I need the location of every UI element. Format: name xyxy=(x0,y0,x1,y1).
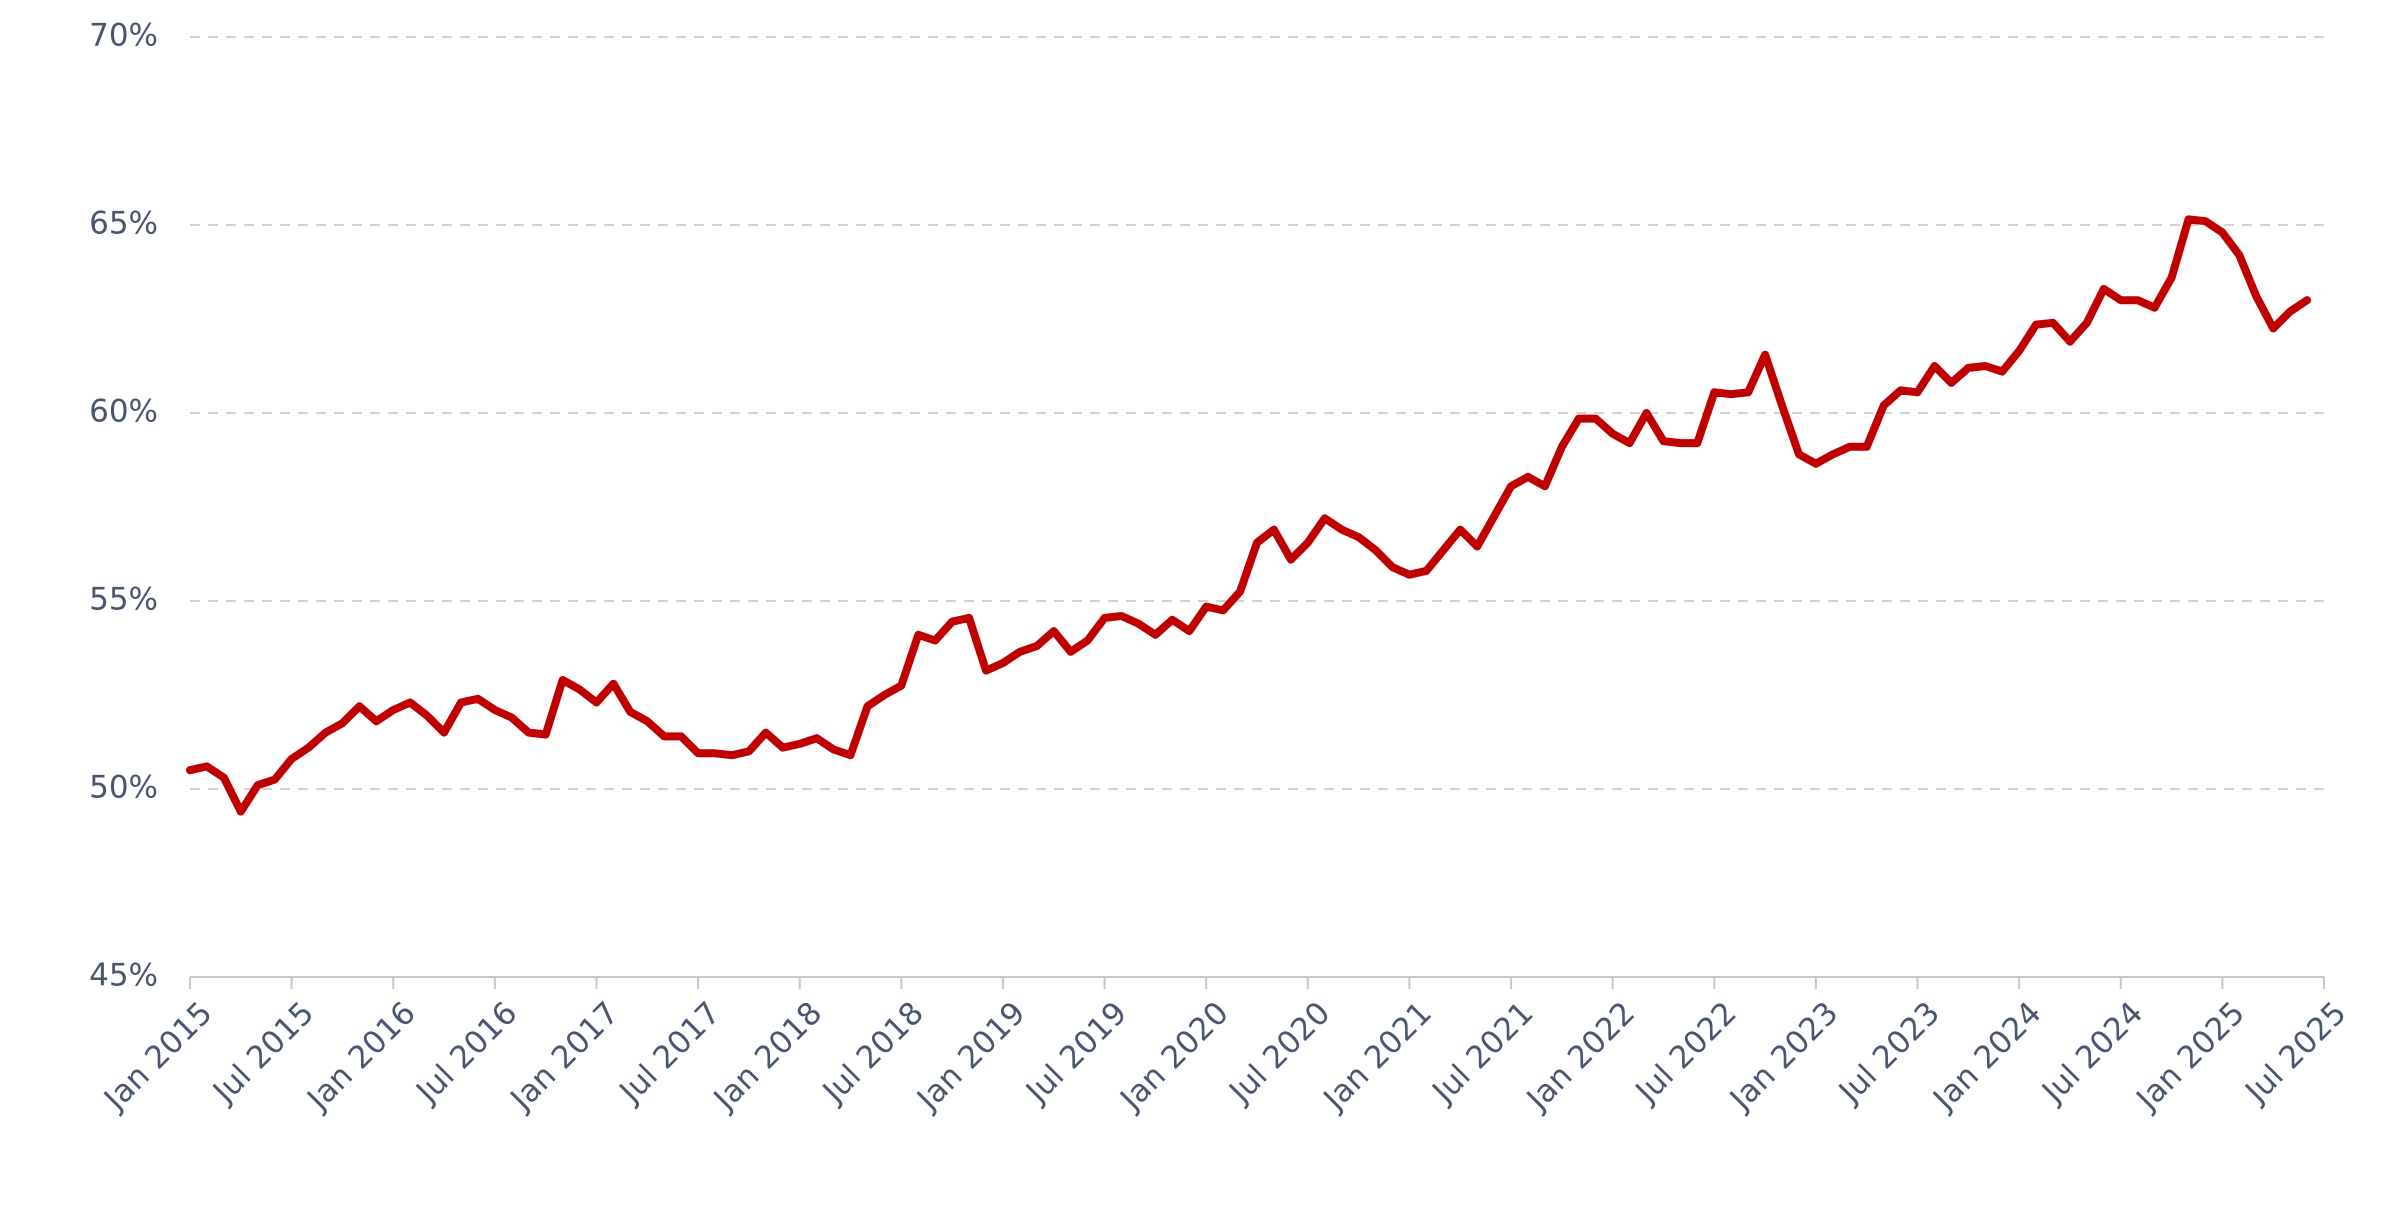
x-tick-label: Jan 2025 xyxy=(2128,995,2251,1118)
x-tick-label: Jan 2018 xyxy=(706,995,829,1118)
x-tick-label: Jan 2023 xyxy=(1722,995,1845,1118)
y-tick-label: 55% xyxy=(89,582,158,618)
y-tick-label: 65% xyxy=(89,206,158,242)
y-tick-label: 50% xyxy=(89,770,158,806)
x-tick-label: Jan 2022 xyxy=(1519,995,1642,1118)
x-tick-label: Jan 2020 xyxy=(1112,995,1235,1118)
x-tick-label: Jan 2024 xyxy=(1925,995,2048,1118)
y-tick-label: 60% xyxy=(89,394,158,430)
y-tick-label: 70% xyxy=(89,18,158,54)
x-tick-label: Jan 2016 xyxy=(299,995,422,1118)
y-tick-label: 45% xyxy=(89,958,158,994)
x-tick-label: Jan 2021 xyxy=(1316,995,1439,1118)
x-tick-label: Jan 2019 xyxy=(909,995,1032,1118)
x-tick-label: Jan 2015 xyxy=(96,995,219,1118)
x-tick-label: Jul 2025 xyxy=(2237,995,2353,1111)
data-line xyxy=(186,215,2312,816)
x-tick-label: Jan 2017 xyxy=(503,995,626,1118)
